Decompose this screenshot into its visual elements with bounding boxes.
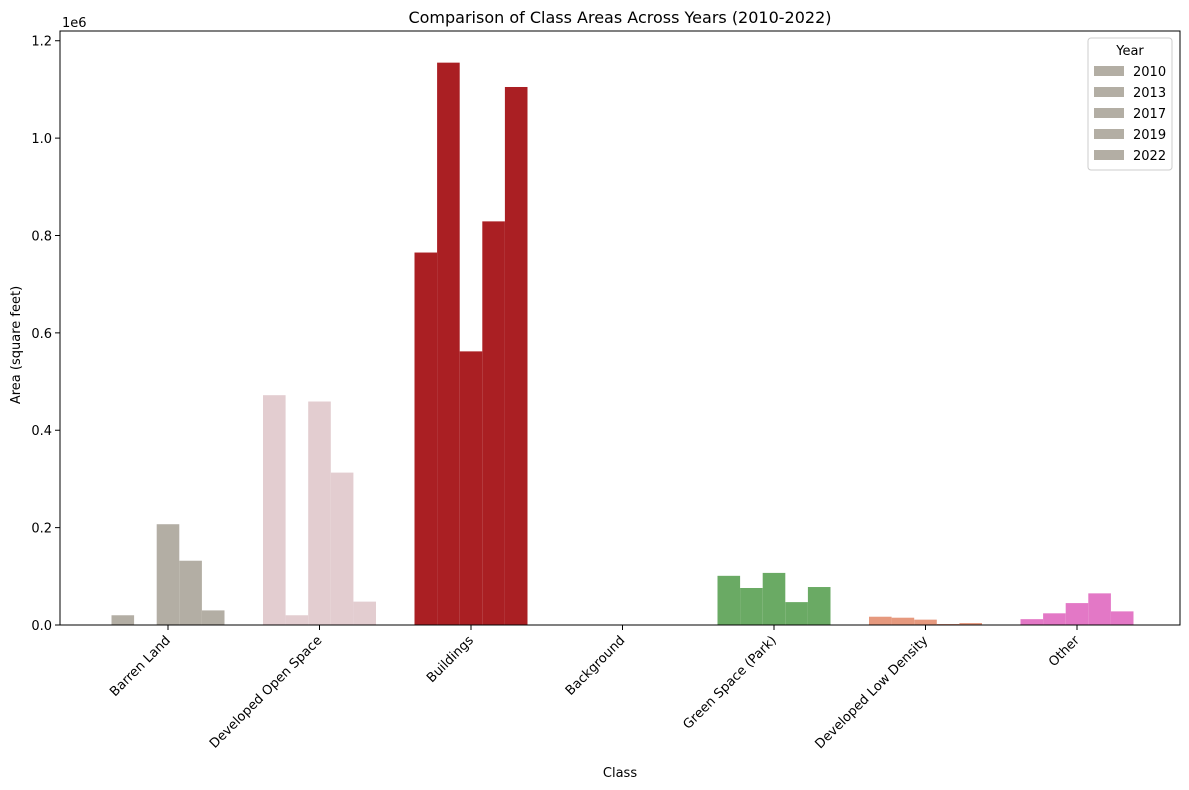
legend-swatch: [1094, 108, 1124, 118]
bar-2022-6: [1110, 611, 1134, 625]
bar-2022-1: [353, 601, 376, 625]
bar-2017-4: [762, 572, 786, 625]
legend-label: 2017: [1133, 107, 1166, 122]
legend-label: 2013: [1133, 86, 1166, 101]
legend: Year 2010 2013 2017 2019 2022: [1087, 37, 1173, 171]
legend-swatch: [1094, 129, 1124, 139]
bar-2010-6: [1020, 619, 1044, 625]
y-tick-label: 0.4: [31, 424, 52, 439]
x-axis-title: Class: [603, 766, 637, 781]
bar-2010-2: [414, 252, 438, 626]
bar-2019-6: [1088, 593, 1111, 625]
bar-2017-6: [1065, 603, 1089, 625]
legend-label: 2010: [1133, 65, 1166, 80]
bar-2019-2: [482, 221, 505, 625]
bar-2022-4: [807, 587, 831, 625]
y-tick-label: 1.2: [31, 35, 52, 50]
bar-2019-1: [330, 472, 354, 625]
bar-2013-5: [891, 617, 915, 625]
bars-layer: [111, 62, 1134, 626]
bar-2013-6: [1043, 613, 1066, 625]
bar-2010-1: [263, 395, 286, 625]
bar-2017-0: [156, 524, 180, 625]
legend-swatch: [1094, 150, 1124, 160]
bar-2017-1: [308, 401, 331, 625]
legend-swatch: [1094, 66, 1124, 76]
legend-swatch: [1094, 87, 1124, 97]
bar-2010-0: [111, 615, 135, 625]
bar-2019-4: [785, 602, 808, 625]
chart-title: Comparison of Class Areas Across Years (…: [408, 8, 831, 27]
bar-2010-5: [869, 616, 892, 625]
bar-2017-5: [914, 619, 937, 625]
bar-2022-2: [504, 86, 528, 625]
bar-2013-1: [285, 615, 309, 625]
legend-label: 2022: [1133, 149, 1166, 164]
plot-frame: [59, 30, 1181, 626]
bar-2013-2: [437, 62, 460, 626]
legend-title: Year: [1115, 44, 1144, 59]
y-tick-label: 0.6: [31, 327, 52, 342]
bar-2010-4: [717, 575, 741, 625]
y-tick-label: 1.0: [31, 132, 52, 147]
bar-2017-2: [459, 351, 483, 625]
y-tick-label: 0.2: [31, 522, 52, 537]
bar-2022-0: [201, 610, 225, 625]
y-scale-label: 1e6: [62, 16, 87, 31]
y-tick-label: 0.8: [31, 229, 52, 244]
bar-2022-5: [959, 623, 982, 625]
y-tick-label: 0.0: [31, 619, 52, 634]
bar-2013-4: [740, 587, 763, 625]
y-axis-title: Area (square feet): [9, 286, 24, 404]
bar-2019-0: [179, 560, 202, 625]
legend-label: 2019: [1133, 128, 1166, 143]
